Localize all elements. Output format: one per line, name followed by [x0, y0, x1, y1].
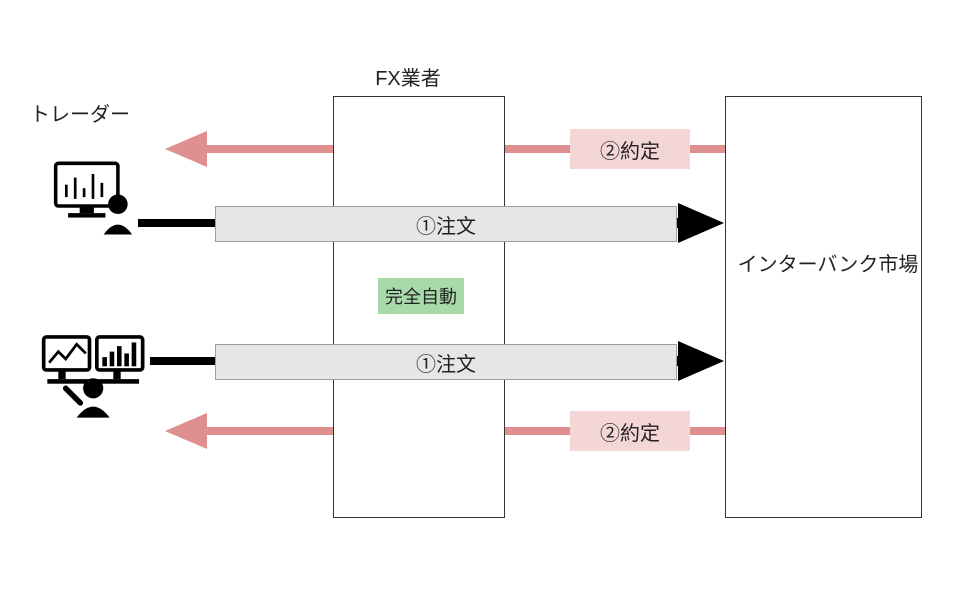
- fx-broker-label: FX業者: [375, 62, 441, 91]
- interbank-label: インターバンク市場: [728, 252, 928, 278]
- order-top-bar: ①注文: [215, 206, 677, 242]
- order-bottom-tail: [150, 357, 215, 365]
- interbank-box: [725, 96, 922, 518]
- fill-arrow-bottom-head: [165, 413, 207, 449]
- order-bottom-head: [678, 341, 724, 381]
- fill-arrow-top-head: [165, 131, 207, 167]
- auto-badge: 完全自動: [378, 278, 464, 314]
- order-top-head: [678, 203, 724, 243]
- fill-arrow-bottom-label: ②約定: [570, 411, 690, 451]
- fill-arrow-top-label: ②約定: [570, 129, 690, 169]
- trader-icon: [48, 158, 138, 238]
- order-top-tail: [138, 219, 215, 227]
- trader-label: トレーダー: [30, 98, 130, 127]
- order-bottom-bar: ①注文: [215, 344, 677, 380]
- trader-multi-monitor-icon: [40, 330, 150, 420]
